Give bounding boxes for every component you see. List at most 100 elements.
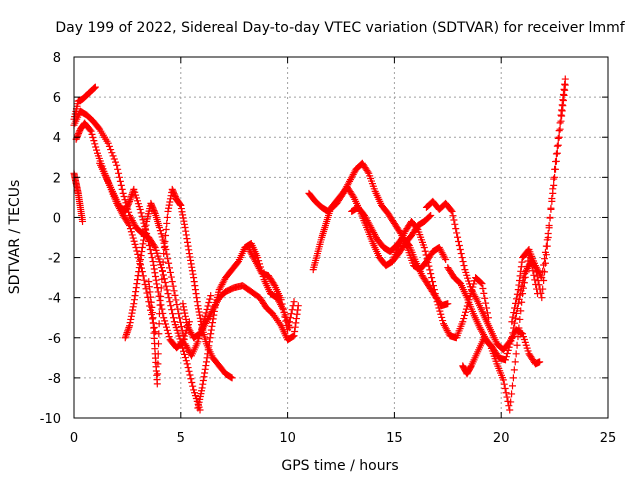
data-point bbox=[280, 309, 288, 317]
data-point bbox=[156, 227, 164, 235]
series-track-a bbox=[70, 107, 204, 414]
data-point bbox=[159, 258, 167, 266]
series-track-n bbox=[388, 217, 492, 342]
data-point bbox=[505, 343, 513, 351]
data-point bbox=[147, 298, 155, 306]
data-point bbox=[176, 314, 184, 322]
data-point bbox=[515, 324, 523, 332]
data-point bbox=[109, 152, 117, 160]
data-point bbox=[127, 312, 135, 320]
data-point bbox=[420, 244, 428, 252]
data-point bbox=[135, 264, 143, 272]
y-axis-ticks: -10 -8 -6 -4 -2 0 2 4 6 8 bbox=[40, 51, 608, 427]
data-point bbox=[129, 234, 137, 242]
data-point bbox=[559, 97, 567, 105]
data-point bbox=[561, 80, 569, 88]
data-point bbox=[292, 319, 300, 327]
data-point bbox=[162, 225, 170, 233]
data-point bbox=[180, 306, 188, 314]
data-point bbox=[481, 294, 489, 302]
data-point bbox=[170, 287, 178, 295]
data-point bbox=[558, 112, 566, 120]
data-point bbox=[188, 378, 196, 386]
data-point bbox=[128, 309, 136, 317]
data-point bbox=[176, 201, 184, 209]
data-point bbox=[164, 329, 172, 337]
data-point bbox=[437, 310, 445, 318]
data-point bbox=[518, 282, 526, 290]
series-track-i bbox=[194, 240, 294, 412]
data-point bbox=[482, 299, 490, 307]
data-point bbox=[142, 221, 150, 229]
data-point bbox=[115, 173, 123, 181]
data-point bbox=[166, 268, 174, 276]
data-point bbox=[166, 198, 174, 206]
data-point bbox=[143, 289, 151, 297]
data-point bbox=[180, 303, 188, 311]
data-point bbox=[277, 296, 285, 304]
data-point bbox=[514, 333, 522, 341]
data-point bbox=[286, 314, 294, 322]
data-point bbox=[154, 370, 162, 378]
data-point bbox=[559, 91, 567, 99]
data-point bbox=[110, 155, 118, 163]
data-point bbox=[499, 376, 507, 384]
series-track-l bbox=[305, 183, 435, 270]
data-point bbox=[510, 366, 518, 374]
data-point bbox=[480, 289, 488, 297]
data-point bbox=[87, 127, 95, 135]
data-point bbox=[159, 271, 167, 279]
data-point bbox=[204, 302, 212, 310]
data-point bbox=[189, 382, 197, 390]
data-point bbox=[160, 244, 168, 252]
data-point bbox=[126, 322, 134, 330]
data-point bbox=[421, 247, 429, 255]
data-point bbox=[500, 380, 508, 388]
data-point bbox=[168, 306, 176, 314]
y-tick-label: 6 bbox=[53, 91, 61, 106]
data-point bbox=[438, 313, 446, 321]
data-point bbox=[130, 237, 138, 245]
data-point bbox=[132, 244, 140, 252]
data-point bbox=[163, 286, 171, 294]
data-point bbox=[424, 258, 432, 266]
data-point bbox=[175, 310, 183, 318]
data-point bbox=[153, 380, 161, 388]
data-point bbox=[163, 219, 171, 227]
data-point bbox=[140, 276, 148, 284]
data-point bbox=[364, 168, 372, 176]
data-point bbox=[276, 320, 284, 328]
data-point bbox=[162, 282, 170, 290]
data-point bbox=[166, 264, 174, 272]
data-point bbox=[430, 286, 438, 294]
data-point bbox=[552, 157, 560, 165]
data-point bbox=[145, 283, 153, 291]
data-point bbox=[179, 300, 187, 308]
data-point bbox=[133, 280, 141, 288]
data-point bbox=[131, 240, 139, 248]
data-point bbox=[154, 350, 162, 358]
data-point bbox=[503, 393, 511, 401]
data-point bbox=[538, 294, 546, 302]
data-point bbox=[168, 278, 176, 286]
series-track-q bbox=[459, 75, 569, 414]
data-point bbox=[556, 119, 564, 127]
data-point bbox=[555, 133, 563, 141]
data-point bbox=[181, 223, 189, 231]
data-point bbox=[292, 315, 300, 323]
data-point bbox=[127, 315, 135, 323]
data-point bbox=[164, 207, 172, 215]
data-point bbox=[201, 365, 209, 373]
data-point bbox=[548, 197, 556, 205]
data-point bbox=[556, 125, 564, 133]
data-point bbox=[428, 274, 436, 282]
data-point bbox=[206, 334, 214, 342]
series-track-r bbox=[508, 81, 569, 326]
data-point bbox=[124, 325, 132, 333]
data-point bbox=[453, 229, 461, 237]
data-point bbox=[93, 146, 101, 154]
data-point bbox=[519, 284, 527, 292]
data-point bbox=[439, 317, 447, 325]
data-point bbox=[517, 263, 525, 271]
data-point bbox=[124, 327, 132, 335]
